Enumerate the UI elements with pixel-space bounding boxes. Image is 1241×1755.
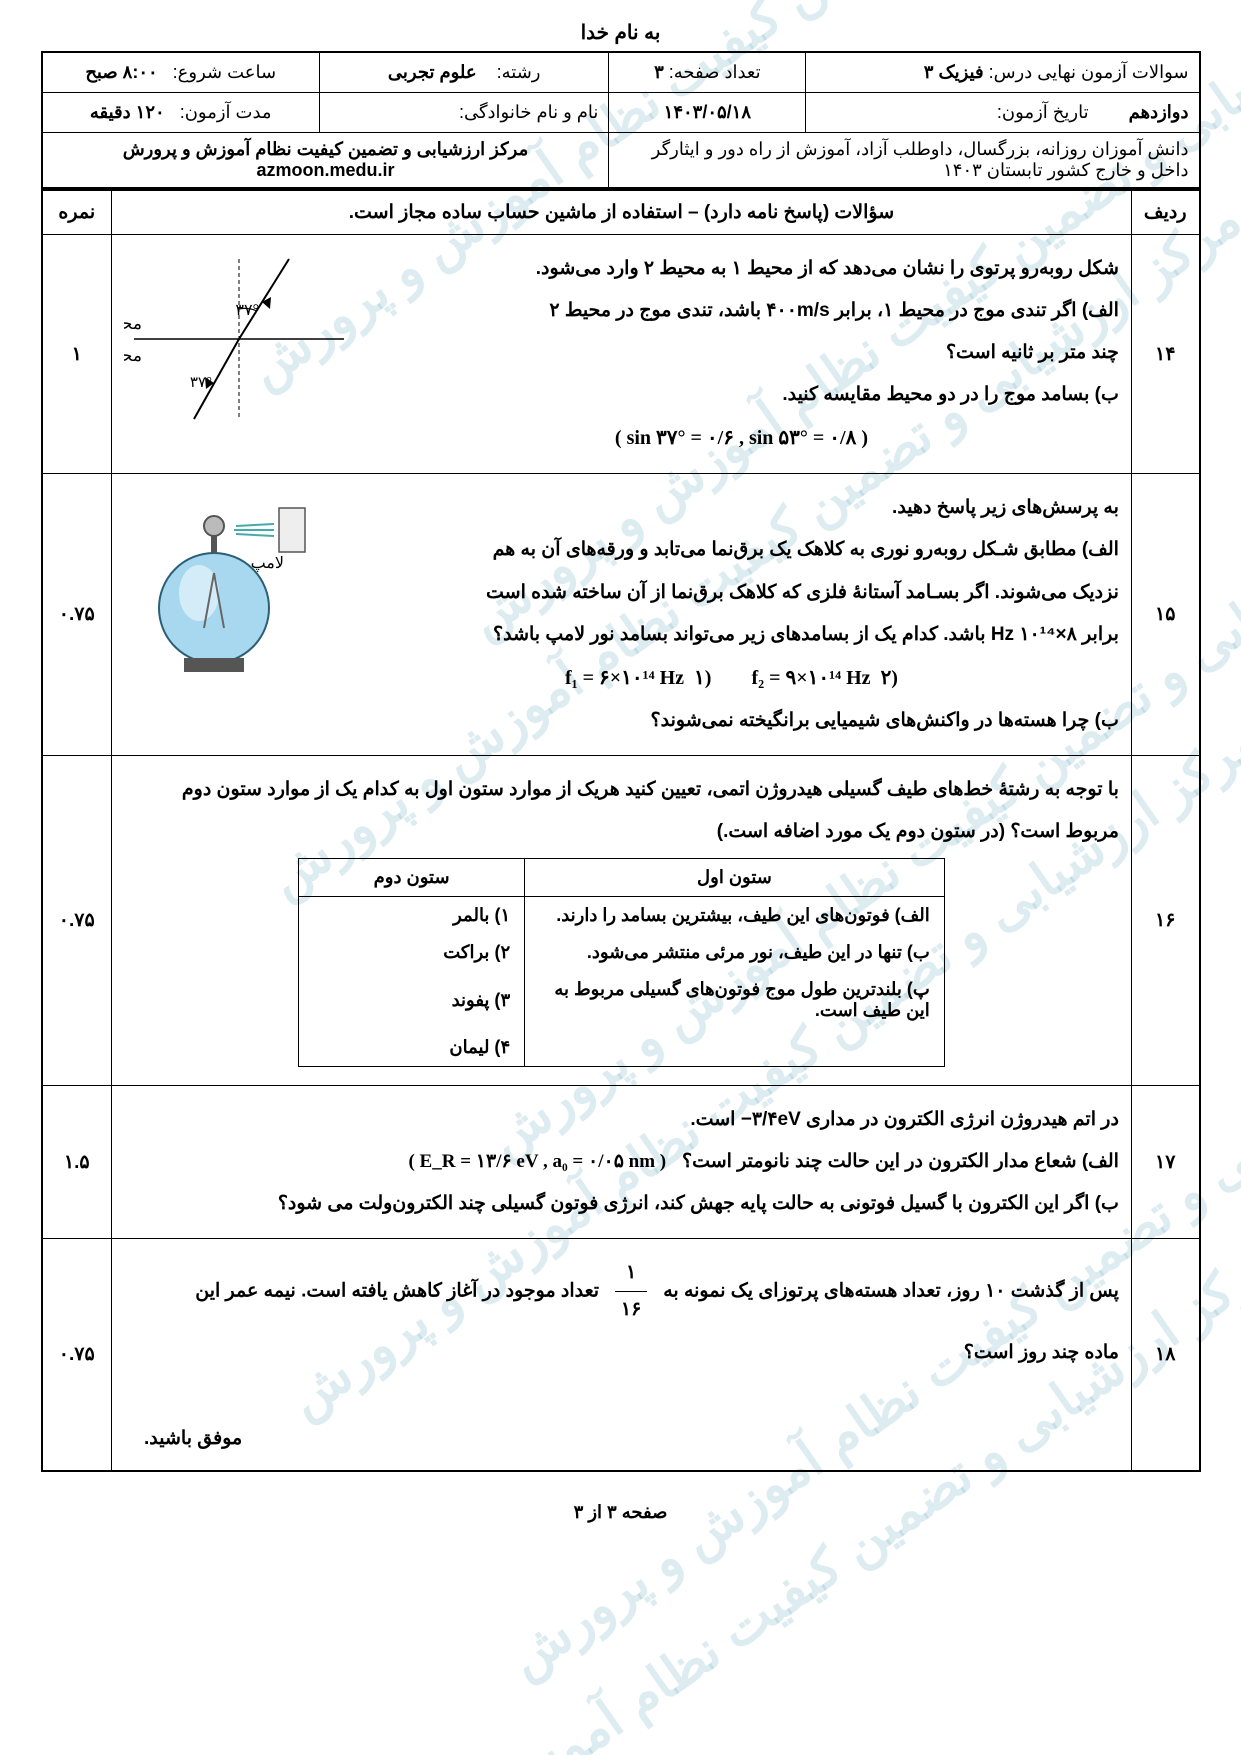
field-val: علوم تجربی: [388, 62, 477, 82]
exam-header-table: سوالات آزمون نهایی درس: فیزیک ۳ تعداد صف…: [41, 51, 1201, 189]
students-line: دانش آموزان روزانه، بزرگسال، داوطلب آزاد…: [652, 139, 1189, 180]
center-url: azmoon.medu.ir: [53, 160, 599, 181]
q14-diagram: ۳۷° محیط ۱ محیط ۲ ۳۷°: [124, 249, 354, 435]
q15-diagram: لامپ: [124, 488, 334, 684]
q18-frac-den: ۱۶: [615, 1292, 647, 1328]
page-top-title: به نام خدا: [41, 20, 1201, 45]
svg-text:محیط ۱: محیط ۱: [124, 314, 142, 333]
q14-score: ۱: [42, 235, 112, 474]
good-luck: موفق باشید.: [124, 1417, 1119, 1460]
dur-val: ۱۲۰ دقیقه: [90, 102, 165, 122]
questions-table: ردیف سؤالات (پاسخ نامه دارد) – استفاده ا…: [41, 189, 1201, 1472]
field-label: رشته:: [497, 62, 541, 82]
q18-score: ۰.۷۵: [42, 1239, 112, 1471]
course-label: سوالات آزمون نهایی درس:: [989, 62, 1189, 82]
svg-text:لامپ: لامپ: [251, 555, 284, 572]
q18-frac-num: ۱: [615, 1255, 647, 1292]
center-org: مرکز ارزشیابی و تضمین کیفیت نظام آموزش و…: [53, 139, 599, 160]
start-val: ۸:۰۰ صبح: [85, 62, 157, 82]
q16-num: ۱۶: [1131, 755, 1199, 1085]
svg-text:محیط ۲: محیط ۲: [124, 346, 142, 365]
q15-l5: ب) چرا هسته‌ها در واکنش‌های شیمیایی بران…: [124, 703, 1119, 739]
start-label: ساعت شروع:: [173, 62, 276, 82]
page-number: صفحه ۳ از ۳: [41, 1502, 1201, 1523]
course-val: فیزیک ۳: [924, 62, 984, 82]
date-val: ۱۴۰۳/۰۵/۱۸: [664, 102, 751, 122]
q17-score: ۱.۵: [42, 1086, 112, 1239]
q16-col1-head: ستون اول: [525, 859, 945, 897]
q17-num: ۱۷: [1131, 1086, 1199, 1239]
family-label: نام و نام خانوادگی:: [459, 102, 598, 122]
q16-body: با توجه به رشتهٔ خط‌های طیف گسیلی هیدروژ…: [112, 755, 1132, 1085]
col-head-score: نمره: [42, 190, 112, 235]
q16-col1-c: پ) بلندترین طول موج فوتون‌های گسیلی مربو…: [525, 971, 945, 1029]
date-label: تاریخ آزمون:: [997, 102, 1089, 122]
dur-label: مدت آزمون:: [180, 102, 272, 122]
q16-col1-a: الف) فوتون‌های این طیف، بیشترین بسامد را…: [525, 897, 945, 935]
q15-score: ۰.۷۵: [42, 474, 112, 755]
q15-opt2-val: f₂ = ۹×۱۰¹⁴ Hz: [751, 667, 870, 689]
q18-body: پس از گذشت ۱۰ روز، تعداد هسته‌های پرتوزا…: [112, 1239, 1132, 1471]
svg-text:۳۷°: ۳۷°: [190, 375, 212, 391]
q17-l3: ب) اگر این الکترون با گسیل فوتونی به حال…: [124, 1186, 1119, 1222]
col-head-questions: سؤالات (پاسخ نامه دارد) – استفاده از ماش…: [112, 190, 1132, 235]
q15-opt1-lbl: ۱): [694, 667, 711, 689]
q17-body: در اتم هیدروژن انرژی الکترون در مداری ۳/…: [112, 1086, 1132, 1239]
q15-opt2-lbl: ۲): [881, 667, 898, 689]
q16-col2-1: ۱) بالمر: [299, 897, 525, 935]
q15-opt1-val: f₁ = ۶×۱۰¹⁴ Hz: [565, 667, 684, 689]
q16-col2-3: ۳) پفوند: [299, 971, 525, 1029]
q16-intro1: با توجه به رشتهٔ خط‌های طیف گسیلی هیدروژ…: [124, 772, 1119, 808]
col-head-radif: ردیف: [1131, 190, 1199, 235]
pages-label: تعداد صفحه:: [669, 62, 761, 82]
q16-col2-head: ستون دوم: [299, 859, 525, 897]
q18-l1b: تعداد موجود در آغاز کاهش یافته است. نیمه…: [195, 1281, 599, 1302]
q16-score: ۰.۷۵: [42, 755, 112, 1085]
q18-l1a: پس از گذشت ۱۰ روز، تعداد هسته‌های پرتوزا…: [663, 1281, 1119, 1302]
q18-l2: ماده چند روز است؟: [124, 1335, 1119, 1371]
q16-col2-2: ۲) براکت: [299, 934, 525, 971]
q16-intro2: مربوط است؟ (در ستون دوم یک مورد اضافه اس…: [124, 814, 1119, 850]
q16-col2-4: ۴) لیمان: [299, 1029, 525, 1067]
q16-match-table: ستون اول ستون دوم الف) فوتون‌های این طیف…: [298, 858, 945, 1067]
grade: دوازدهم: [1129, 102, 1189, 122]
q16-col1-b: ب) تنها در این طیف، نور مرئی منتشر می‌شو…: [525, 934, 945, 971]
q17-l2b: ( E_R = ۱۳/۶ eV , a₀ = ۰/۰۵ nm ): [408, 1144, 666, 1180]
q18-frac: ۱ ۱۶: [615, 1255, 647, 1328]
pages-val: ۳: [654, 62, 664, 82]
svg-text:۳۷°: ۳۷°: [235, 302, 259, 319]
q14-body: ۳۷° محیط ۱ محیط ۲ ۳۷° شکل روبه‌رو پرتوی …: [112, 235, 1132, 474]
q14-num: ۱۴: [1131, 235, 1199, 474]
q15-body: لامپ به پرسش‌های زیر پاسخ دهید. الف) مطا…: [112, 474, 1132, 755]
q17-l1: در اتم هیدروژن انرژی الکترون در مداری ۳/…: [124, 1102, 1119, 1138]
q15-num: ۱۵: [1131, 474, 1199, 755]
q18-num: ۱۸: [1131, 1239, 1199, 1471]
q17-l2a: الف) شعاع مدار الکترون در این حالت چند ن…: [682, 1151, 1119, 1172]
